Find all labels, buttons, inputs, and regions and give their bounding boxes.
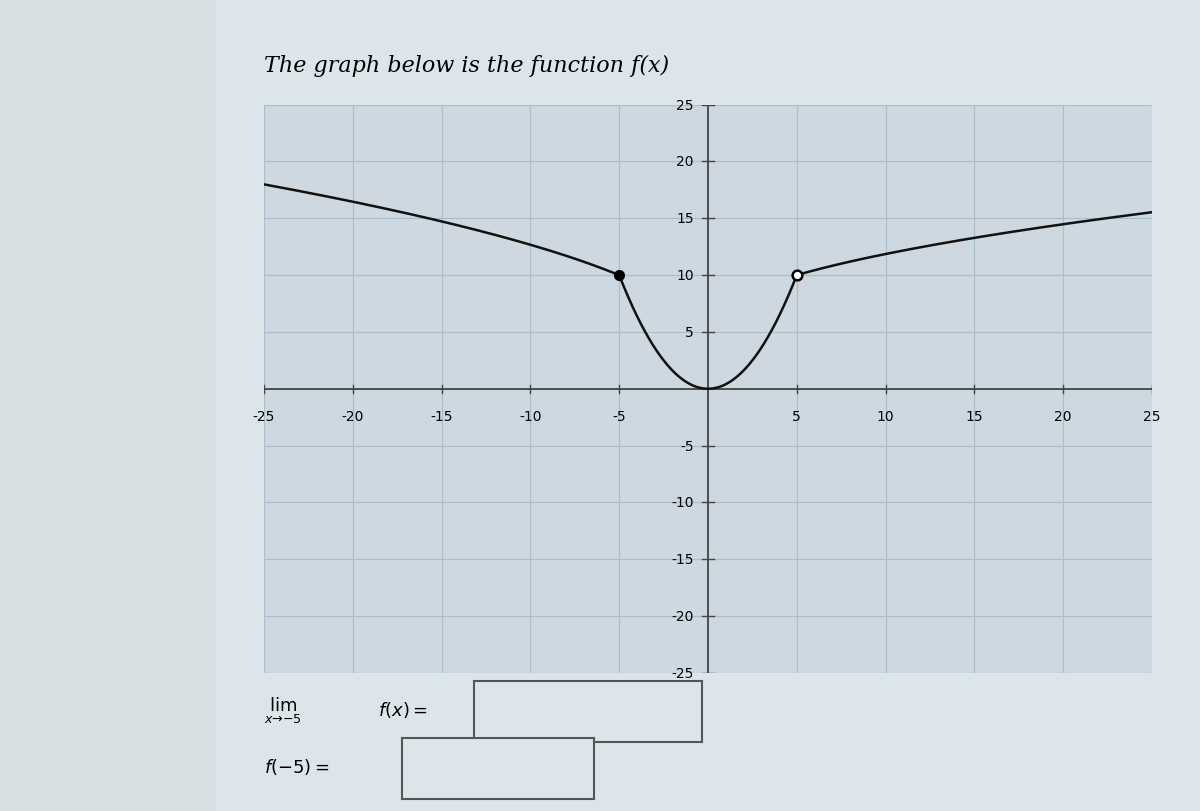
- Text: 10: 10: [676, 268, 694, 283]
- Text: -10: -10: [520, 410, 541, 423]
- Text: -5: -5: [680, 439, 694, 453]
- Text: 20: 20: [677, 155, 694, 169]
- Text: -25: -25: [672, 666, 694, 680]
- Text: 25: 25: [1144, 410, 1160, 423]
- Text: 5: 5: [792, 410, 802, 423]
- Text: $f(-5) =$: $f(-5) =$: [264, 757, 330, 776]
- Text: 15: 15: [676, 212, 694, 226]
- Text: -15: -15: [431, 410, 452, 423]
- Text: $f(x) =$: $f(x) =$: [378, 700, 427, 719]
- Text: -15: -15: [671, 552, 694, 567]
- Text: 25: 25: [677, 98, 694, 113]
- Text: 20: 20: [1055, 410, 1072, 423]
- Text: -20: -20: [342, 410, 364, 423]
- Text: The graph below is the function f(x): The graph below is the function f(x): [264, 55, 670, 77]
- Text: 10: 10: [877, 410, 894, 423]
- Text: $\lim_{x \to -5}$: $\lim_{x \to -5}$: [264, 694, 302, 725]
- Text: -10: -10: [671, 496, 694, 510]
- Text: 5: 5: [685, 325, 694, 340]
- Text: -20: -20: [672, 609, 694, 624]
- Text: 15: 15: [966, 410, 983, 423]
- Text: -5: -5: [612, 410, 626, 423]
- Text: -25: -25: [253, 410, 275, 423]
